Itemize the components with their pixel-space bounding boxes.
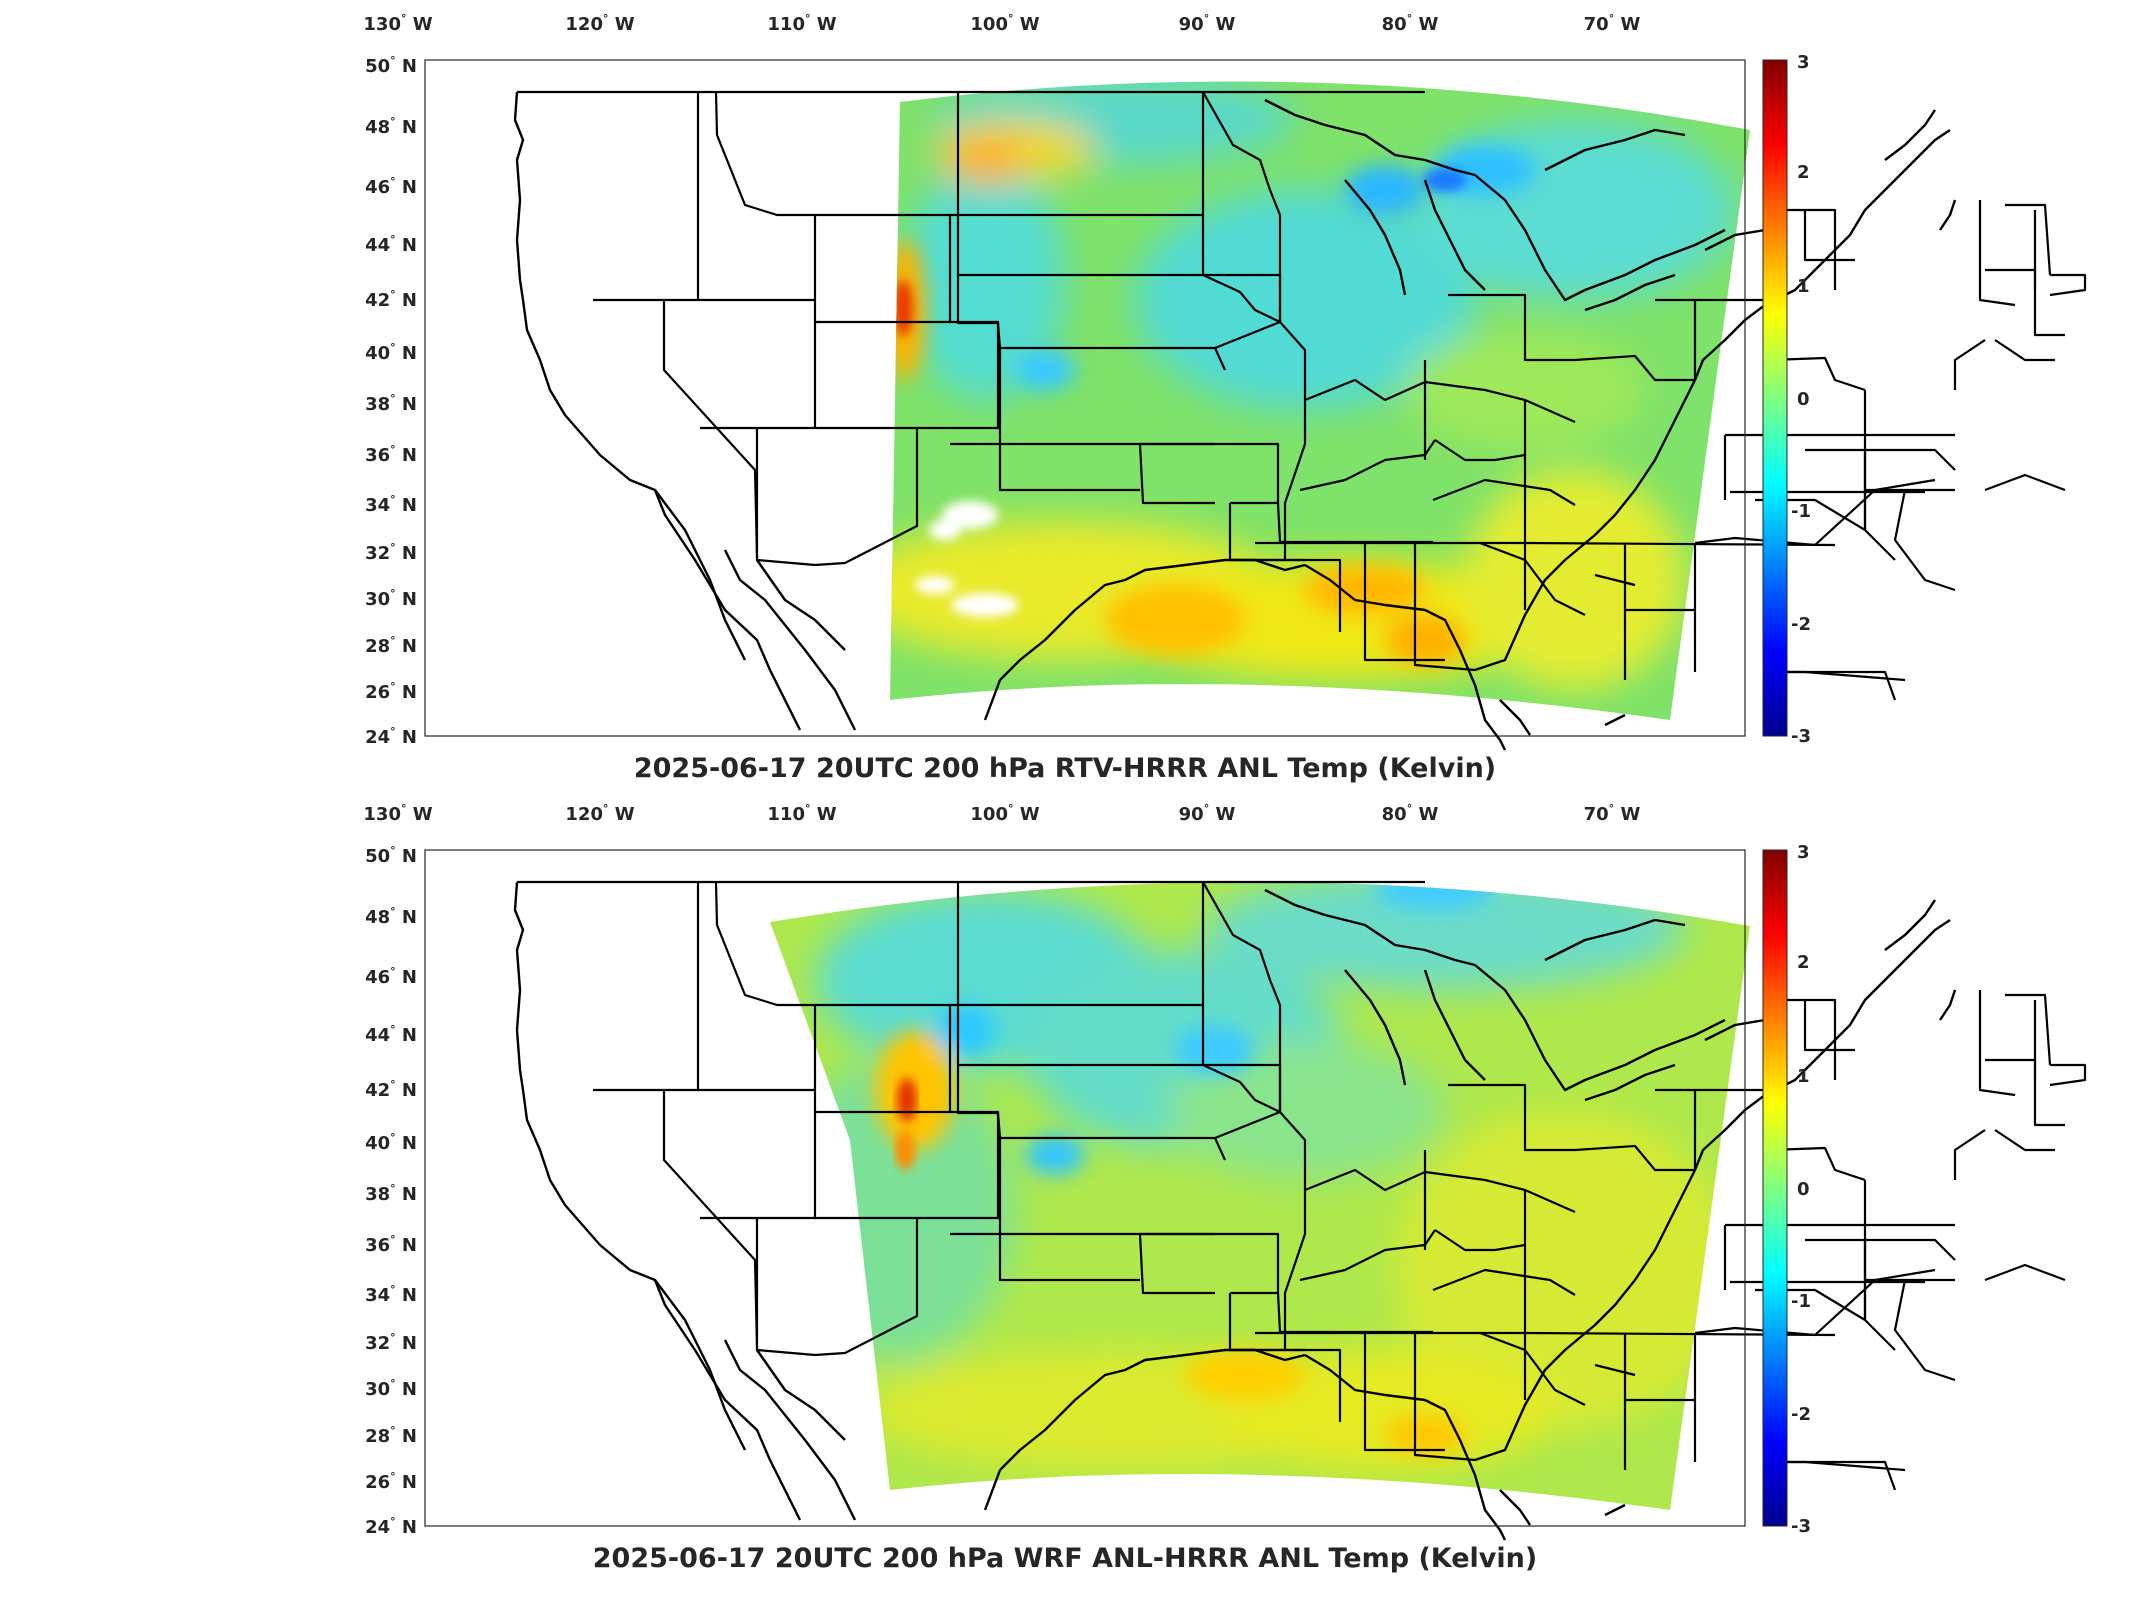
lon-tick-130: 130° W	[363, 802, 432, 825]
colorbar-tick-0: 0	[1797, 1179, 1810, 1200]
map-axes-frame	[424, 59, 1746, 737]
lat-tick-48: 48° N	[365, 115, 417, 138]
lon-tick-70: 70° W	[1584, 12, 1641, 35]
lat-tick-38: 38° N	[365, 1182, 417, 1205]
colorbar-tick-m3: -3	[1791, 1516, 1811, 1537]
colorbar-tick-3: 3	[1797, 52, 1810, 73]
lat-tick-30: 30° N	[365, 587, 417, 610]
coastlines	[513, 881, 1957, 1541]
lon-tick-130: 130° W	[363, 12, 432, 35]
colorbar: 3 2 1 0 -1 -2 -3	[1762, 52, 1811, 747]
lat-tick-26: 26° N	[365, 1470, 417, 1493]
lat-tick-36: 36° N	[365, 443, 417, 466]
map-axes-frame	[424, 849, 1746, 1527]
lon-tick-120: 120° W	[565, 802, 634, 825]
colorbar-tick-3: 3	[1797, 842, 1810, 863]
temp-diff-field	[770, 881, 1750, 1510]
lon-tick-110: 110° W	[767, 802, 836, 825]
colorbar-tick-m3: -3	[1791, 726, 1811, 747]
colorbar-tick-m1: -1	[1791, 1291, 1811, 1312]
colorbar-gradient	[1762, 59, 1788, 737]
latitude-tick-labels: 50° N 48° N 46° N 44° N 42° N 40° N 38° …	[365, 844, 417, 1538]
colorbar-tick-m2: -2	[1791, 614, 1811, 635]
lat-tick-50: 50° N	[365, 844, 417, 867]
lon-tick-110: 110° W	[767, 12, 836, 35]
colorbar-tick-0: 0	[1797, 389, 1810, 410]
colorbar-tick-1: 1	[1797, 1066, 1810, 1087]
lat-tick-40: 40° N	[365, 341, 417, 364]
lon-tick-90: 90° W	[1179, 802, 1236, 825]
lon-tick-120: 120° W	[565, 12, 634, 35]
lat-tick-26: 26° N	[365, 680, 417, 703]
lat-tick-36: 36° N	[365, 1233, 417, 1256]
longitude-tick-labels: 130° W 120° W 110° W 100° W 90° W 80° W …	[363, 802, 1640, 825]
lat-tick-32: 32° N	[365, 1331, 417, 1354]
colorbar-tick-1: 1	[1797, 276, 1810, 297]
lon-tick-70: 70° W	[1584, 802, 1641, 825]
lat-tick-24: 24° N	[365, 1515, 417, 1538]
colorbar-tick-m2: -2	[1791, 1404, 1811, 1425]
lat-tick-24: 24° N	[365, 725, 417, 748]
top-map-panel: 130° W 120° W 110° W 100° W 90° W 80° W …	[363, 12, 2087, 784]
lat-tick-34: 34° N	[365, 493, 417, 516]
bottom-map-panel: 130° W 120° W 110° W 100° W 90° W 80° W …	[363, 802, 2087, 1574]
colorbar-tick-2: 2	[1797, 162, 1810, 183]
lat-tick-48: 48° N	[365, 905, 417, 928]
lat-tick-44: 44° N	[365, 1023, 417, 1046]
top-panel-title: 2025-06-17 20UTC 200 hPa RTV-HRRR ANL Te…	[634, 753, 1496, 784]
colorbar: 3 2 1 0 -1 -2 -3	[1762, 842, 1811, 1537]
state-borders	[517, 90, 2087, 701]
latitude-tick-labels: 50° N 48° N 46° N 44° N 42° N 40° N 38° …	[365, 54, 417, 748]
lat-tick-46: 46° N	[365, 965, 417, 988]
lat-tick-38: 38° N	[365, 392, 417, 415]
colorbar-tick-m1: -1	[1791, 501, 1811, 522]
lat-tick-28: 28° N	[365, 634, 417, 657]
lat-tick-42: 42° N	[365, 288, 417, 311]
lat-tick-46: 46° N	[365, 175, 417, 198]
lat-tick-50: 50° N	[365, 54, 417, 77]
colorbar-gradient	[1762, 849, 1788, 1527]
coastlines	[513, 91, 1957, 751]
lat-tick-28: 28° N	[365, 1424, 417, 1447]
lon-tick-90: 90° W	[1179, 12, 1236, 35]
lat-tick-30: 30° N	[365, 1377, 417, 1400]
bottom-panel-title: 2025-06-17 20UTC 200 hPa WRF ANL-HRRR AN…	[593, 1543, 1537, 1574]
temp-diff-field	[890, 81, 1750, 721]
lat-tick-34: 34° N	[365, 1283, 417, 1306]
colorbar-tick-2: 2	[1797, 952, 1810, 973]
lon-tick-80: 80° W	[1382, 12, 1439, 35]
lon-tick-100: 100° W	[970, 12, 1039, 35]
lon-tick-100: 100° W	[970, 802, 1039, 825]
longitude-tick-labels: 130° W 120° W 110° W 100° W 90° W 80° W …	[363, 12, 1640, 35]
lon-tick-80: 80° W	[1382, 802, 1439, 825]
lat-tick-44: 44° N	[365, 233, 417, 256]
lat-tick-42: 42° N	[365, 1078, 417, 1101]
lat-tick-32: 32° N	[365, 541, 417, 564]
lat-tick-40: 40° N	[365, 1131, 417, 1154]
